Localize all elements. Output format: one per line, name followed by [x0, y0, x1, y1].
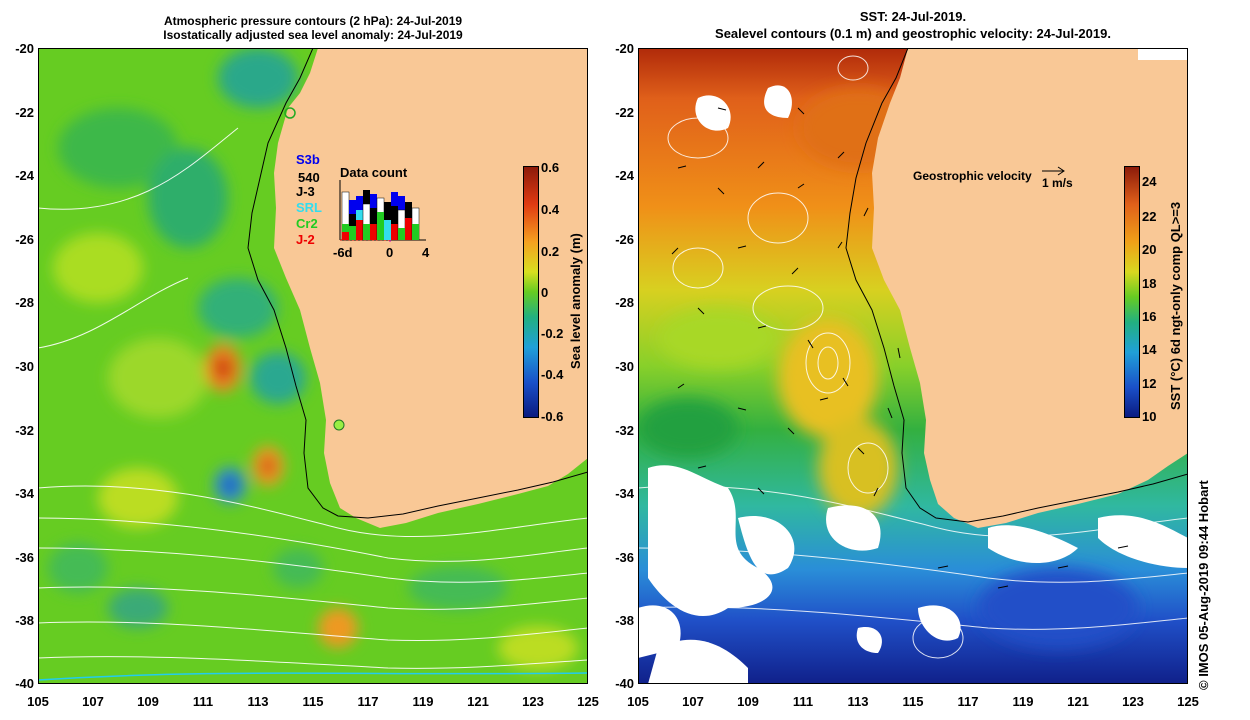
mission-label-j3: J-3 [296, 184, 315, 199]
data-count-title: Data count [340, 165, 408, 180]
right-ytick-22: -22 [615, 105, 634, 120]
mission-label-cr2: Cr2 [296, 216, 318, 231]
velocity-key-arrow [1042, 166, 1065, 176]
velocity-arrows [671, 107, 1129, 589]
right-xtick-115: 115 [902, 694, 924, 709]
sla-cb-tick-5: -0.2 [541, 326, 564, 341]
velocity-key-label: Geostrophic velocity [913, 169, 1032, 183]
left-ytick-32: -32 [15, 423, 34, 438]
sst-cb-tick-16: 16 [1142, 309, 1157, 324]
left-ytick-34: -34 [15, 486, 34, 501]
right-ytick-32: -32 [615, 423, 634, 438]
sst-cb-tick-18: 18 [1142, 276, 1157, 291]
left-xtick-125: 125 [577, 694, 599, 709]
right-ytick-34: -34 [615, 486, 634, 501]
left-title-line1: Atmospheric pressure contours (2 hPa): 2… [163, 14, 463, 28]
left-xtick-113: 113 [247, 694, 269, 709]
mission-label-srl: SRL [296, 200, 322, 215]
sea-level-anomaly-map [38, 48, 588, 684]
left-ytick-24: -24 [15, 168, 34, 183]
left-xtick-111: 111 [192, 694, 214, 709]
left-xtick-123: 123 [522, 694, 544, 709]
sla-cb-tick-3: 0.2 [541, 244, 560, 259]
left-xtick-119: 119 [412, 694, 434, 709]
right-ytick-28: -28 [615, 295, 634, 310]
mission-label-540: 540 [298, 170, 320, 185]
left-ytick-38: -38 [15, 613, 34, 628]
sla-colorbar-label: Sea level anomaly (m) [568, 233, 583, 369]
mission-label-j2: J-2 [296, 232, 315, 247]
right-ytick-36: -36 [615, 550, 634, 565]
sst-colorbar [1124, 166, 1140, 418]
sst-cb-tick-24: 24 [1142, 174, 1157, 189]
right-xtick-111: 111 [792, 694, 814, 709]
right-xtick-125: 125 [1177, 694, 1199, 709]
sla-cb-tick-7: -0.6 [541, 409, 564, 424]
right-xtick-113: 113 [847, 694, 869, 709]
data-count-xtick-m6d: -6d [333, 245, 353, 260]
left-xtick-105: 105 [27, 694, 49, 709]
left-xtick-115: 115 [302, 694, 324, 709]
mission-label-s3b: S3b [296, 152, 320, 167]
sea-level-colorbar [523, 166, 539, 418]
left-ytick-26: -26 [15, 232, 34, 247]
sst-cb-tick-12: 12 [1142, 376, 1157, 391]
imos-credit: © IMOS 05-Aug-2019 09:44 Hobart [1196, 480, 1211, 690]
data-count-histogram [339, 180, 426, 242]
cloud-mask [638, 85, 1188, 684]
sst-map [638, 48, 1188, 684]
left-ytick-30: -30 [15, 359, 34, 374]
right-xtick-119: 119 [1012, 694, 1034, 709]
left-ytick-36: -36 [15, 550, 34, 565]
left-title-line2: Isostatically adjusted sea level anomaly… [163, 28, 463, 42]
right-xtick-121: 121 [1067, 694, 1089, 709]
right-xtick-109: 109 [737, 694, 759, 709]
data-count-xtick-4: 4 [422, 245, 430, 260]
right-ytick-20: -20 [615, 41, 634, 56]
anomaly-blobs [48, 48, 578, 670]
sst-cb-tick-10: 10 [1142, 409, 1157, 424]
data-count-xtick-0: 0 [386, 245, 394, 260]
sla-cb-tick-4: 0 [541, 285, 549, 300]
left-xtick-117: 117 [357, 694, 379, 709]
left-ytick-40: -40 [15, 676, 34, 691]
right-ytick-26: -26 [615, 232, 634, 247]
sst-cb-tick-22: 22 [1142, 209, 1157, 224]
sst-land-mass [872, 48, 1188, 528]
right-title-line1: SST: 24-Jul-2019. [859, 9, 967, 24]
velocity-key-unit: 1 m/s [1042, 176, 1073, 190]
left-ytick-28: -28 [15, 295, 34, 310]
left-xtick-107: 107 [82, 694, 104, 709]
right-ytick-24: -24 [615, 168, 634, 183]
left-xtick-121: 121 [467, 694, 489, 709]
left-ytick-20: -20 [15, 41, 34, 56]
land-mass [274, 48, 588, 528]
sst-cb-tick-14: 14 [1142, 342, 1157, 357]
sla-cb-tick-1: 0.6 [541, 160, 560, 175]
sla-cb-tick-6: -0.4 [541, 367, 564, 382]
right-xtick-105: 105 [627, 694, 649, 709]
sst-colorbar-label: SST (°C) 6d ngt-only comp QL>=3 [1168, 201, 1183, 410]
left-xtick-109: 109 [137, 694, 159, 709]
left-ytick-22: -22 [15, 105, 34, 120]
right-ytick-40: -40 [615, 676, 634, 691]
right-ytick-38: -38 [615, 613, 634, 628]
right-xtick-107: 107 [682, 694, 704, 709]
sst-cb-tick-20: 20 [1142, 242, 1157, 257]
right-title-line2: Sealevel contours (0.1 m) and geostrophi… [715, 26, 1111, 41]
sla-cb-tick-2: 0.4 [541, 202, 560, 217]
right-ytick-30: -30 [615, 359, 634, 374]
right-xtick-117: 117 [957, 694, 979, 709]
right-xtick-123: 123 [1122, 694, 1144, 709]
